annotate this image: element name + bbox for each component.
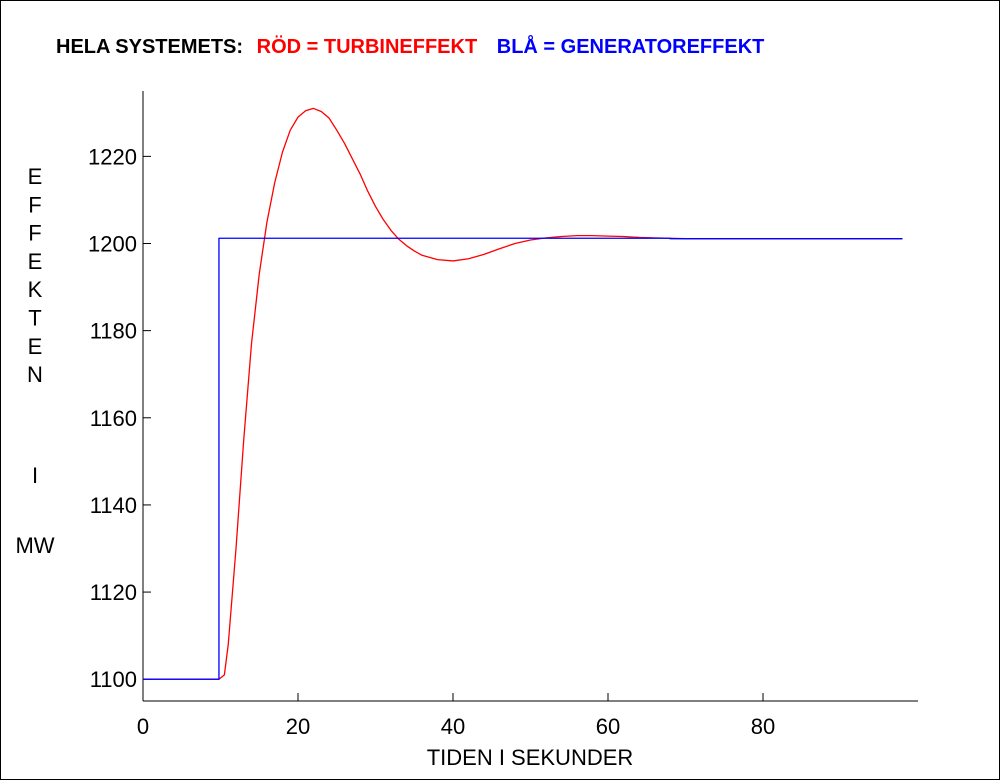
x-tick-label: 80 bbox=[751, 714, 775, 739]
y-tick-label: 1200 bbox=[88, 232, 137, 257]
title-turbine-legend: RÖD = TURBINEFFEKT bbox=[257, 35, 478, 58]
turbine-power-line bbox=[143, 107, 903, 680]
axes bbox=[142, 91, 918, 702]
y-tick-label: 1120 bbox=[90, 580, 137, 605]
y-label-letter: E bbox=[28, 334, 43, 359]
y-tick-label: 1180 bbox=[90, 319, 137, 344]
y-tick-label: 1220 bbox=[88, 144, 137, 169]
y-label-letter: E bbox=[28, 249, 43, 274]
y-label-letter: E bbox=[28, 164, 43, 189]
chart-title: HELA SYSTEMETS: RÖD = TURBINEFFEKT BLÅ =… bbox=[56, 34, 764, 58]
y-label-letter: K bbox=[28, 277, 43, 302]
y-tick-label: 1140 bbox=[90, 493, 137, 518]
x-axis-label: TIDEN I SEKUNDER bbox=[427, 745, 634, 770]
y-ticks: 1100 1120 1140 1160 1180 1200 1220 bbox=[88, 144, 151, 692]
x-tick-label: 0 bbox=[137, 714, 149, 739]
generator-power-line bbox=[143, 237, 903, 680]
y-tick-label: 1100 bbox=[90, 667, 137, 692]
y-label-letter: N bbox=[27, 362, 43, 387]
y-label-letter: F bbox=[28, 221, 41, 246]
x-ticks: 0 20 40 60 80 bbox=[137, 693, 775, 739]
y-label-letter: MW bbox=[15, 533, 54, 558]
x-tick-label: 20 bbox=[286, 714, 310, 739]
title-generator-legend: BLÅ = GENERATOREFFEKT bbox=[497, 34, 765, 58]
y-label-letter: T bbox=[28, 306, 41, 331]
series-group bbox=[143, 107, 903, 680]
y-label-letter: I bbox=[32, 463, 38, 488]
x-tick-label: 60 bbox=[596, 714, 620, 739]
title-prefix: HELA SYSTEMETS: bbox=[56, 36, 243, 58]
x-tick-label: 40 bbox=[441, 714, 465, 739]
y-label-letter: F bbox=[28, 192, 41, 217]
y-tick-label: 1160 bbox=[90, 406, 137, 431]
